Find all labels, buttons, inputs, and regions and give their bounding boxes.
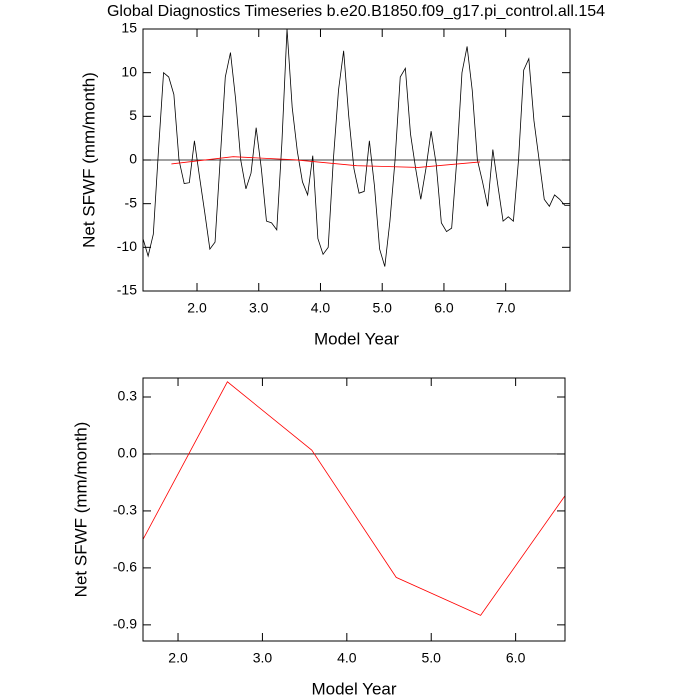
y-tick-label: 15 bbox=[121, 20, 137, 36]
x-tick-label: 4.0 bbox=[337, 650, 357, 666]
y-tick-label: -0.3 bbox=[113, 502, 137, 518]
y-tick-label: -10 bbox=[117, 238, 137, 254]
y-axis-label: Net SFWF (mm/month) bbox=[71, 422, 90, 598]
y-tick-label: -5 bbox=[125, 194, 138, 210]
x-tick-label: 2.0 bbox=[187, 300, 207, 316]
x-axis-label: Model Year bbox=[314, 329, 399, 348]
y-tick-label: 10 bbox=[121, 63, 137, 79]
y-tick-label: 0 bbox=[129, 151, 137, 167]
y-tick-label: 0.3 bbox=[118, 388, 138, 404]
y-tick-label: -0.6 bbox=[113, 559, 137, 575]
x-tick-label: 4.0 bbox=[311, 300, 331, 316]
x-tick-label: 3.0 bbox=[249, 300, 269, 316]
x-tick-label: 6.0 bbox=[506, 650, 526, 666]
series-line bbox=[142, 28, 570, 267]
x-tick-label: 5.0 bbox=[372, 300, 392, 316]
chart-title: Global Diagnostics Timeseries b.e20.B185… bbox=[107, 3, 605, 20]
plot-frame bbox=[142, 377, 566, 642]
series-line bbox=[142, 381, 566, 616]
series-line bbox=[171, 156, 481, 168]
y-tick-label: -0.9 bbox=[113, 616, 137, 632]
y-tick-label: -15 bbox=[117, 282, 137, 298]
x-tick-label: 3.0 bbox=[253, 650, 273, 666]
x-tick-label: 5.0 bbox=[421, 650, 441, 666]
y-tick-label: 5 bbox=[129, 107, 137, 123]
x-tick-label: 2.0 bbox=[168, 650, 188, 666]
y-tick-label: 0.0 bbox=[118, 445, 138, 461]
y-axis-label: Net SFWF (mm/month) bbox=[79, 72, 98, 248]
x-tick-label: 7.0 bbox=[496, 300, 516, 316]
x-axis-label: Model Year bbox=[311, 679, 396, 698]
x-tick-label: 6.0 bbox=[434, 300, 454, 316]
